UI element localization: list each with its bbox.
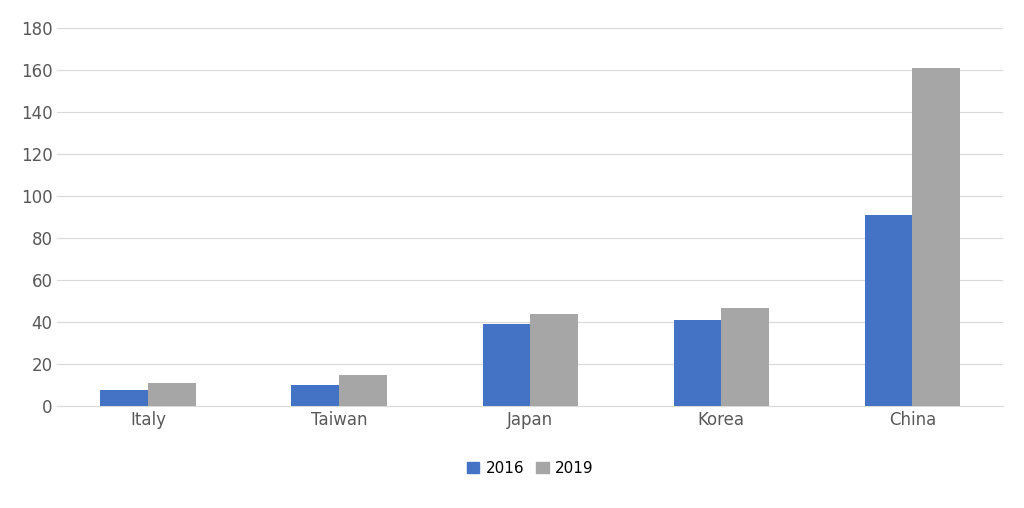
Bar [339, 375, 387, 406]
Bar [530, 314, 579, 406]
Bar [674, 320, 721, 406]
Bar [100, 390, 148, 406]
Bar [721, 307, 769, 406]
Bar [864, 215, 912, 406]
Bar [148, 383, 196, 406]
Bar [482, 325, 530, 406]
Bar [912, 68, 961, 406]
Legend: 2016, 2019: 2016, 2019 [461, 455, 599, 482]
Bar [292, 386, 339, 406]
